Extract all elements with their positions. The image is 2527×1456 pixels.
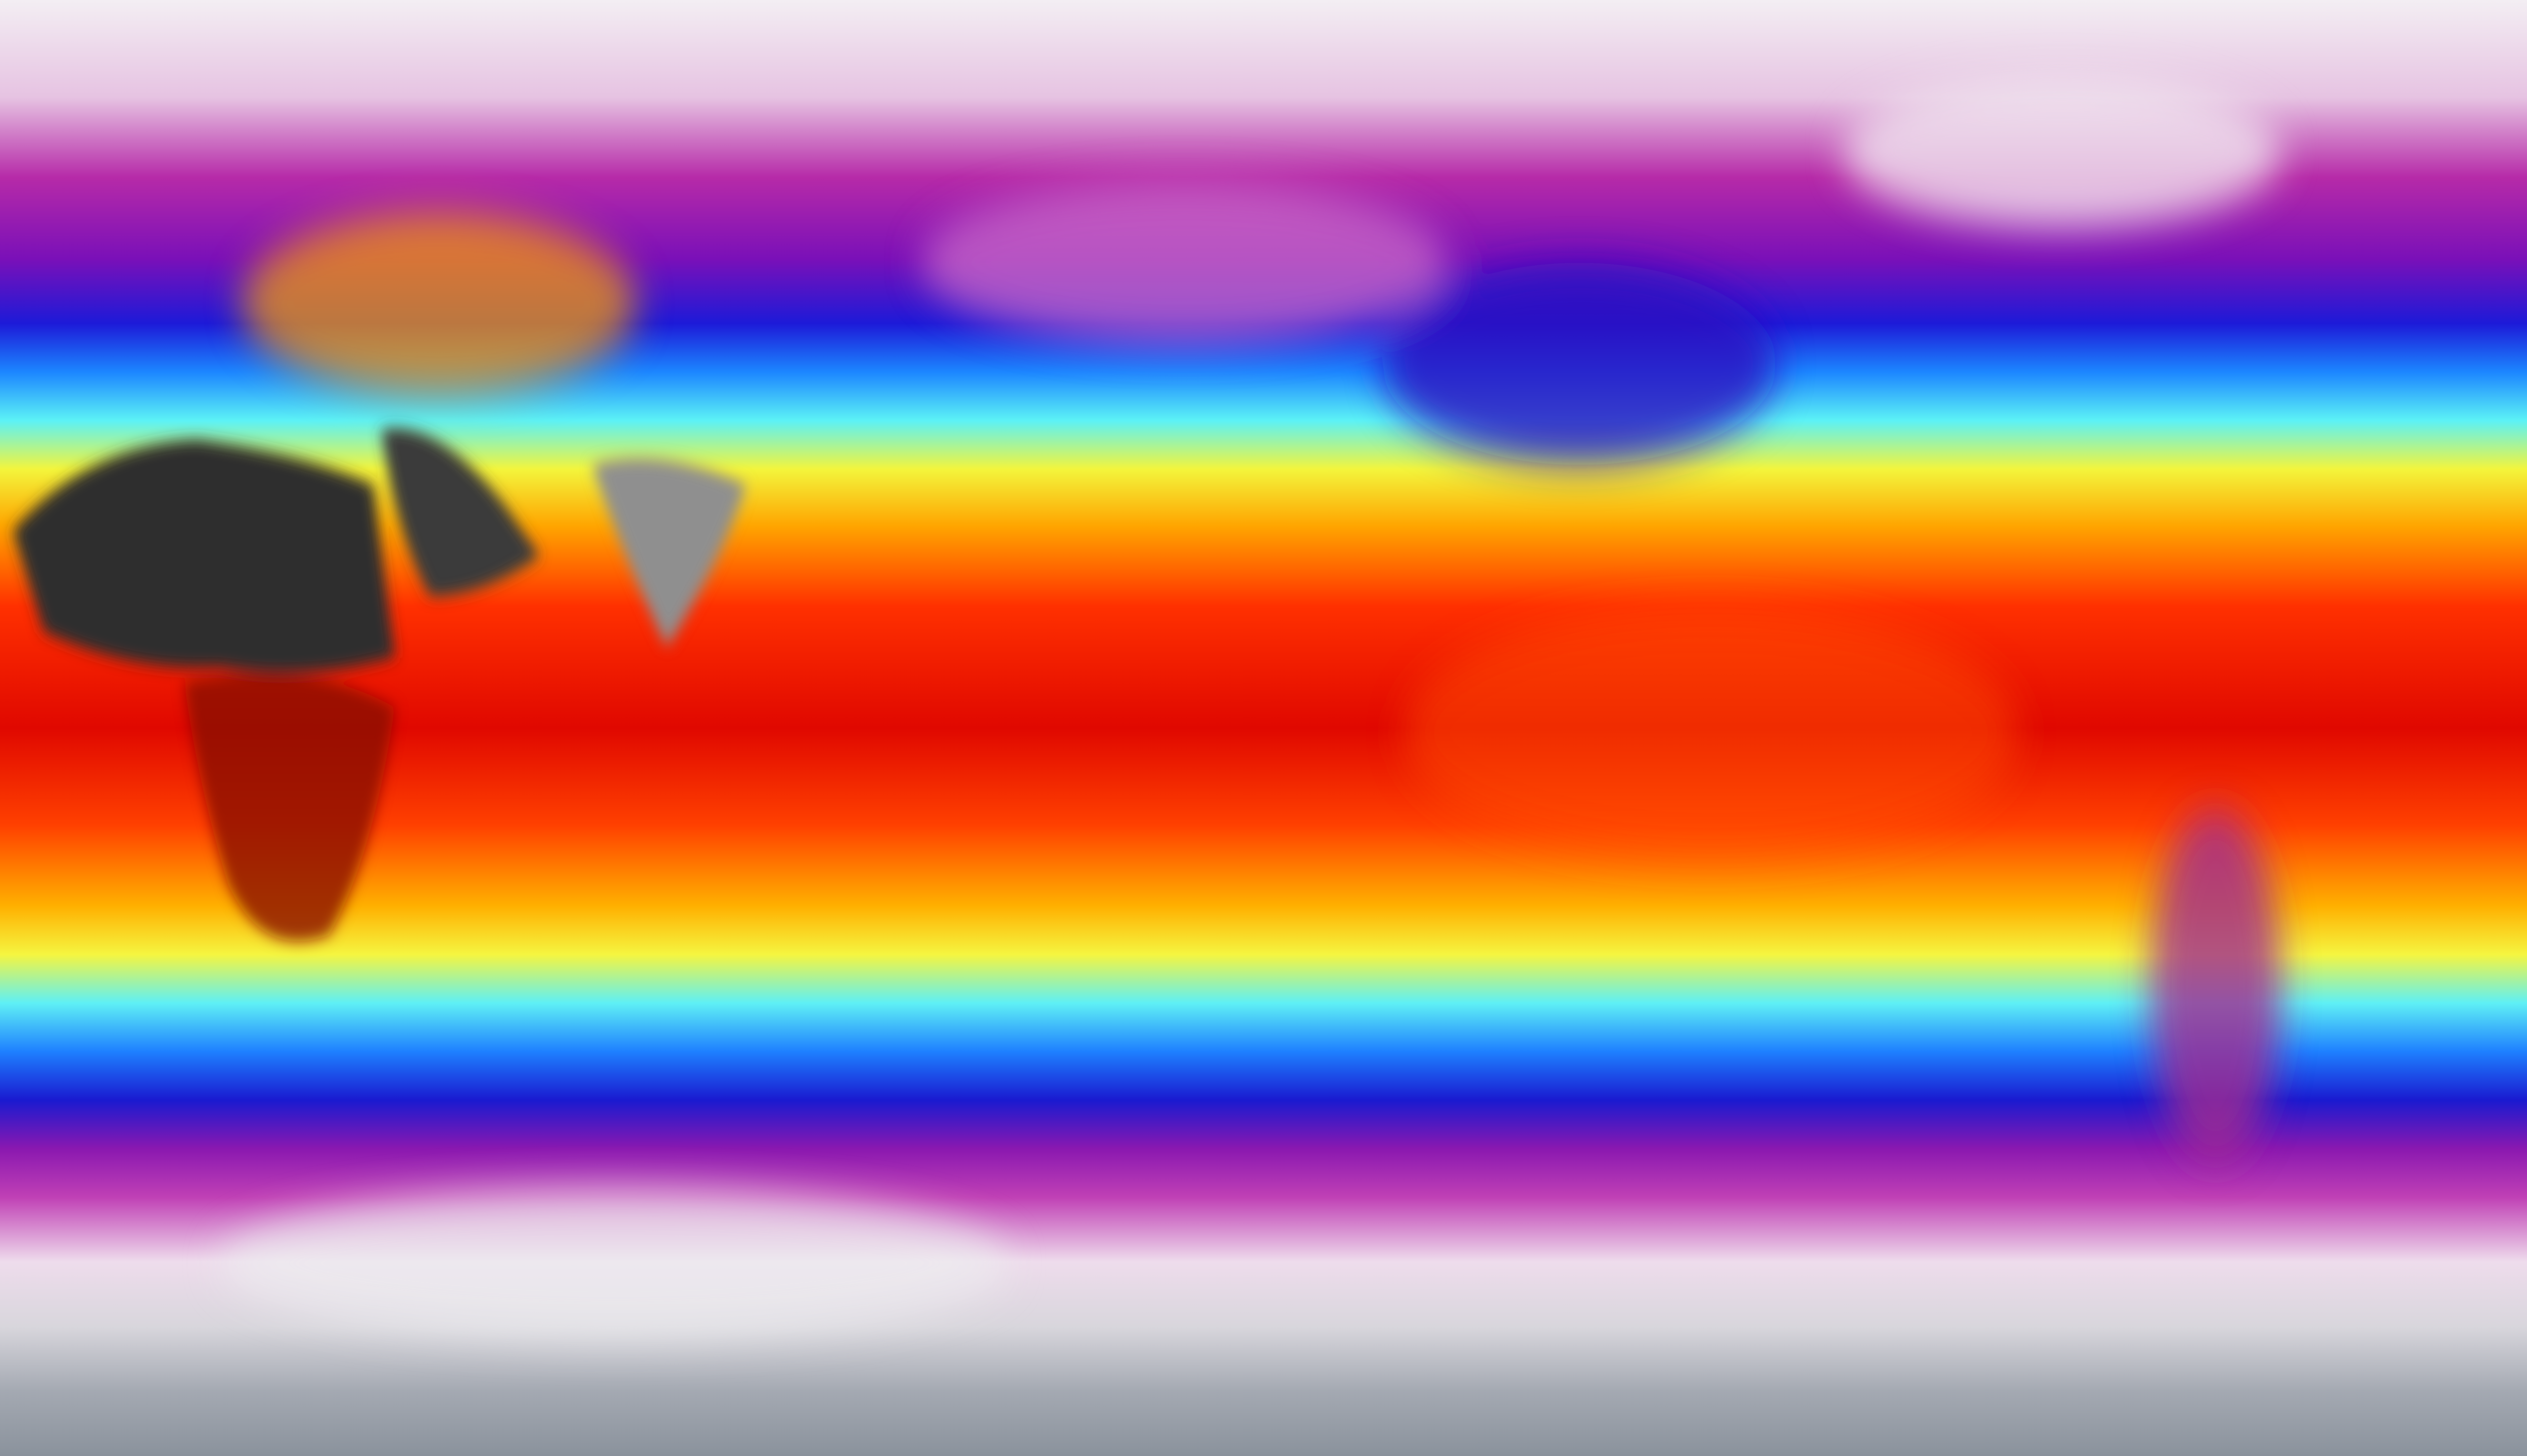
greenland-cold bbox=[1842, 76, 2281, 227]
east-pacific-warm bbox=[1403, 606, 2019, 859]
india-highland-region bbox=[592, 458, 746, 647]
south-america-cold bbox=[2149, 809, 2281, 1162]
hot-land-masses bbox=[13, 428, 746, 942]
regional-anomalies bbox=[219, 76, 2281, 1339]
south-africa-warm-region bbox=[184, 674, 395, 942]
north-pacific-cold-pool bbox=[1382, 263, 1777, 465]
arabia-hot-region bbox=[382, 428, 540, 596]
europe-warm bbox=[241, 212, 636, 394]
antarctic-white bbox=[219, 1188, 1009, 1339]
siberia-cold bbox=[921, 182, 1448, 344]
sahara-hot-region bbox=[13, 440, 395, 673]
